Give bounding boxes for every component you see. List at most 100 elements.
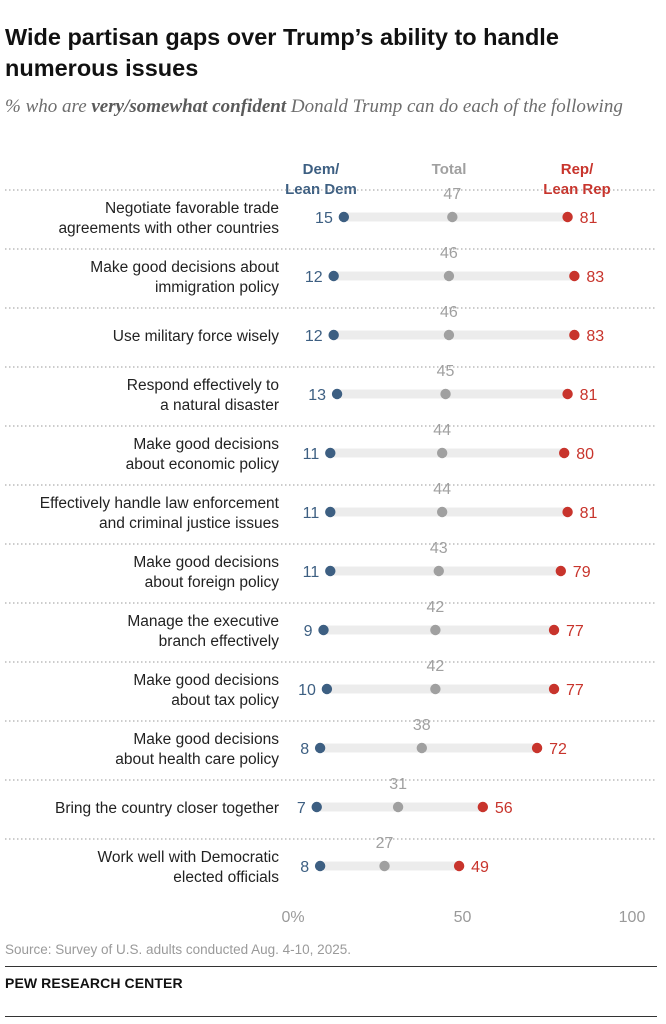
- dem-value-label: 10: [298, 682, 316, 699]
- total-value-label: 46: [440, 245, 458, 262]
- category-label: Make good decisions: [133, 731, 279, 748]
- rep-dot: [569, 270, 580, 282]
- legend-dem: Dem/: [303, 161, 341, 178]
- category-label: Make good decisions: [133, 554, 279, 571]
- total-dot: [430, 683, 441, 695]
- source-note: Source: Survey of U.S. adults conducted …: [5, 942, 351, 957]
- dem-value-label: 11: [303, 564, 320, 581]
- category-label: a natural disaster: [160, 397, 279, 414]
- total-value-label: 42: [426, 658, 444, 675]
- total-dot: [440, 388, 451, 400]
- total-value-label: 31: [389, 776, 407, 793]
- rep-value-label: 72: [549, 741, 567, 758]
- rep-dot: [559, 447, 570, 459]
- dem-value-label: 13: [308, 387, 326, 404]
- category-label: branch effectively: [159, 633, 280, 650]
- category-label: Respond effectively to: [127, 377, 279, 394]
- dem-dot: [321, 683, 333, 695]
- dem-dot: [314, 860, 326, 872]
- x-tick-label: 0%: [281, 909, 304, 926]
- category-label: Manage the executive: [127, 613, 279, 630]
- category-label: about tax policy: [171, 692, 279, 709]
- category-label: and criminal justice issues: [99, 515, 279, 532]
- rep-value-label: 81: [580, 387, 598, 404]
- footer-divider: [5, 966, 657, 967]
- rep-value-label: 80: [576, 446, 594, 463]
- rep-dot: [548, 624, 560, 636]
- rep-dot: [531, 742, 543, 754]
- total-dot: [436, 506, 448, 518]
- category-label: elected officials: [173, 869, 279, 886]
- pew-logo: PEW RESEARCH CENTER: [5, 975, 183, 991]
- total-dot: [443, 329, 455, 341]
- category-label: agreements with other countries: [58, 220, 279, 237]
- total-value-label: 38: [413, 717, 431, 734]
- category-label: Work well with Democratic: [98, 849, 280, 866]
- dem-dot: [311, 801, 322, 813]
- subtitle-prefix: % who are: [5, 96, 92, 117]
- dem-dot: [314, 742, 326, 754]
- total-dot: [416, 742, 428, 754]
- dem-value-label: 12: [305, 328, 323, 345]
- subtitle-suffix: Donald Trump can do each of the followin…: [286, 96, 623, 117]
- category-label: Bring the country closer together: [55, 800, 279, 817]
- total-dot: [433, 565, 444, 577]
- category-label: about foreign policy: [145, 574, 280, 591]
- rep-value-label: 49: [471, 859, 489, 876]
- dem-dot: [325, 565, 336, 577]
- category-label: immigration policy: [155, 279, 279, 296]
- total-value-label: 47: [443, 186, 461, 203]
- x-tick-label: 50: [454, 909, 472, 926]
- dem-dot: [328, 270, 339, 282]
- bottom-rule: [5, 1016, 657, 1017]
- dem-dot: [318, 624, 329, 636]
- total-dot: [392, 801, 404, 813]
- dem-dot: [331, 388, 343, 400]
- x-tick-label: 100: [619, 909, 646, 926]
- category-label: Use military force wisely: [113, 328, 279, 345]
- dem-value-label: 8: [300, 741, 309, 758]
- category-label: Make good decisions: [133, 436, 279, 453]
- category-label: Effectively handle law enforcement: [40, 495, 280, 512]
- total-value-label: 43: [430, 540, 448, 557]
- total-dot: [436, 447, 448, 459]
- rep-dot: [562, 211, 573, 223]
- rep-value-label: 77: [566, 682, 584, 699]
- total-value-label: 45: [437, 363, 455, 380]
- rep-value-label: 77: [566, 623, 584, 640]
- category-label: about economic policy: [126, 456, 280, 473]
- subtitle-emphasis: very/somewhat confident: [91, 96, 287, 117]
- dem-dot: [325, 447, 336, 459]
- total-value-label: 46: [440, 304, 458, 321]
- rep-value-label: 83: [586, 328, 604, 345]
- total-value-label: 44: [433, 422, 451, 439]
- legend-total: Total: [432, 161, 467, 178]
- total-dot: [443, 270, 455, 282]
- rep-dot: [569, 329, 580, 341]
- dem-value-label: 7: [297, 800, 306, 817]
- dem-value-label: 8: [300, 859, 309, 876]
- dem-dot: [328, 329, 339, 341]
- rep-value-label: 81: [580, 505, 598, 522]
- rep-dot: [548, 683, 560, 695]
- category-label: Negotiate favorable trade: [105, 200, 279, 217]
- rep-dot: [562, 506, 573, 518]
- rep-dot: [562, 388, 573, 400]
- category-label: Make good decisions about: [90, 259, 279, 276]
- rep-value-label: 81: [580, 210, 598, 227]
- dem-dot: [338, 211, 350, 223]
- total-value-label: 27: [376, 835, 394, 852]
- category-label: about health care policy: [115, 751, 279, 768]
- total-dot: [430, 624, 441, 636]
- rep-value-label: 79: [573, 564, 591, 581]
- dem-value-label: 9: [304, 623, 313, 640]
- rep-value-label: 83: [586, 269, 604, 286]
- total-value-label: 44: [433, 481, 451, 498]
- dem-value-label: 12: [305, 269, 323, 286]
- rep-dot: [477, 801, 489, 813]
- category-label: Make good decisions: [133, 672, 279, 689]
- rep-value-label: 56: [495, 800, 513, 817]
- dem-value-label: 15: [315, 210, 333, 227]
- dem-value-label: 11: [303, 446, 320, 463]
